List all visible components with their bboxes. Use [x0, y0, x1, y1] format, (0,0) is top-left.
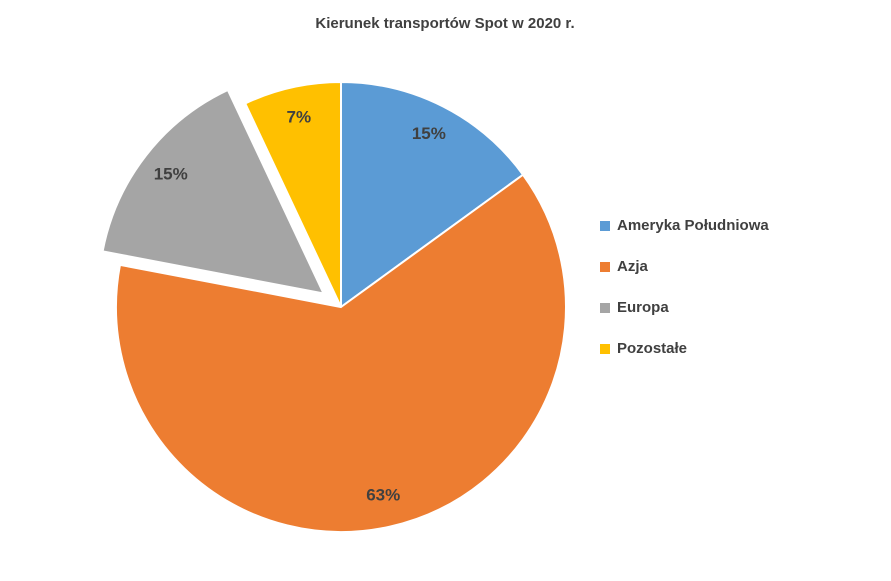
data-label: 63% — [366, 485, 400, 504]
legend-label: Ameryka Południowa — [617, 217, 769, 234]
data-label: 7% — [287, 108, 312, 127]
legend-swatch — [600, 344, 610, 354]
legend-swatch — [600, 303, 610, 313]
legend-label: Europa — [617, 299, 669, 316]
legend-label: Pozostałe — [617, 340, 687, 357]
pie-slice — [340, 80, 525, 309]
data-label: 15% — [154, 164, 188, 183]
legend-swatch — [600, 221, 610, 231]
legend-swatch — [600, 262, 610, 272]
legend-label: Azja — [617, 258, 649, 275]
pie-slice — [243, 80, 342, 308]
data-label: 15% — [412, 124, 446, 143]
pie-slice — [115, 173, 567, 533]
pie-slice — [101, 88, 326, 295]
chart-title: Kierunek transportów Spot w 2020 r. — [315, 15, 574, 32]
